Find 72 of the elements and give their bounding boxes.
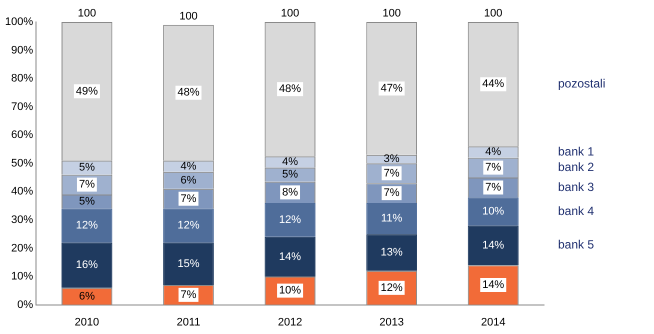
data-label: 12% xyxy=(177,220,200,232)
data-label: 5% xyxy=(78,196,96,208)
text: pozostali xyxy=(558,76,606,91)
data-label: 11% xyxy=(381,212,402,225)
data-label: 12% xyxy=(76,220,98,232)
data-label: 5% xyxy=(78,162,96,174)
y-tick-label: 20% xyxy=(11,242,34,254)
data-label: 49% xyxy=(76,85,98,98)
data-label: 10% xyxy=(279,284,302,297)
data-label: 3% xyxy=(384,153,400,166)
total-label: 100 xyxy=(382,8,401,20)
data-label: 7% xyxy=(384,187,400,200)
data-label: 48% xyxy=(177,86,200,99)
data-label: 7% xyxy=(485,181,502,194)
data-label: 6% xyxy=(180,174,197,186)
y-tick-label: 60% xyxy=(11,129,34,142)
y-tick-label: 70% xyxy=(11,100,34,113)
bar xyxy=(264,202,316,237)
y-tick-label: 90% xyxy=(11,44,34,56)
y-tick-label: 0% xyxy=(17,298,34,311)
data-label: 15% xyxy=(177,258,200,270)
total-label: 100 xyxy=(280,8,300,20)
text: bank 1 xyxy=(558,144,594,158)
bar xyxy=(366,202,418,234)
data-label: 5% xyxy=(282,168,298,181)
data-label: 7% xyxy=(78,178,96,191)
data-label: 4% xyxy=(180,160,197,172)
bar xyxy=(468,226,519,266)
text: bank 3 xyxy=(558,180,594,194)
data-label: 44% xyxy=(482,78,504,90)
data-label: 12% xyxy=(380,282,403,294)
data-label: 14% xyxy=(279,250,302,263)
bar xyxy=(264,236,316,277)
y-tick-label: 40% xyxy=(11,186,34,198)
bar xyxy=(163,242,214,286)
x-tick-label: 2014 xyxy=(480,316,506,328)
data-label: 8% xyxy=(282,186,298,198)
x-tick-label: 2013 xyxy=(379,316,404,328)
data-label: 10% xyxy=(482,206,504,218)
y-tick-label: 50% xyxy=(11,157,34,170)
total-label: 100 xyxy=(78,8,96,20)
data-label: 48% xyxy=(279,83,302,96)
x-tick-label: 2012 xyxy=(278,316,302,328)
data-label: 14% xyxy=(482,279,504,292)
text: bank 2 xyxy=(558,160,594,174)
data-label: 13% xyxy=(380,246,403,259)
y-tick-label: 10% xyxy=(11,270,34,283)
x-tick-label: 2010 xyxy=(74,316,100,328)
data-label: 16% xyxy=(76,259,98,272)
data-label: 47% xyxy=(380,82,403,94)
text: bank 5 xyxy=(558,238,594,252)
text: bank 4 xyxy=(558,204,594,218)
bar xyxy=(62,242,112,288)
bar xyxy=(468,197,519,226)
bar xyxy=(163,208,214,243)
total-label: 100 xyxy=(179,10,198,22)
data-label: 6% xyxy=(78,290,96,302)
bar xyxy=(62,208,112,243)
data-label: 14% xyxy=(482,239,504,252)
total-label: 100 xyxy=(484,8,502,20)
data-label: 7% xyxy=(180,192,197,205)
y-tick-label: 80% xyxy=(11,72,34,85)
data-label: 4% xyxy=(485,146,502,158)
data-label: 7% xyxy=(180,288,197,301)
data-label: 7% xyxy=(384,167,400,180)
data-label: 7% xyxy=(485,162,502,174)
data-label: 4% xyxy=(282,156,298,168)
y-tick-label: 100% xyxy=(4,16,34,28)
data-label: 12% xyxy=(279,214,302,226)
bar xyxy=(366,234,418,271)
x-tick-label: 2011 xyxy=(176,316,200,328)
y-tick-label: 30% xyxy=(11,214,34,226)
